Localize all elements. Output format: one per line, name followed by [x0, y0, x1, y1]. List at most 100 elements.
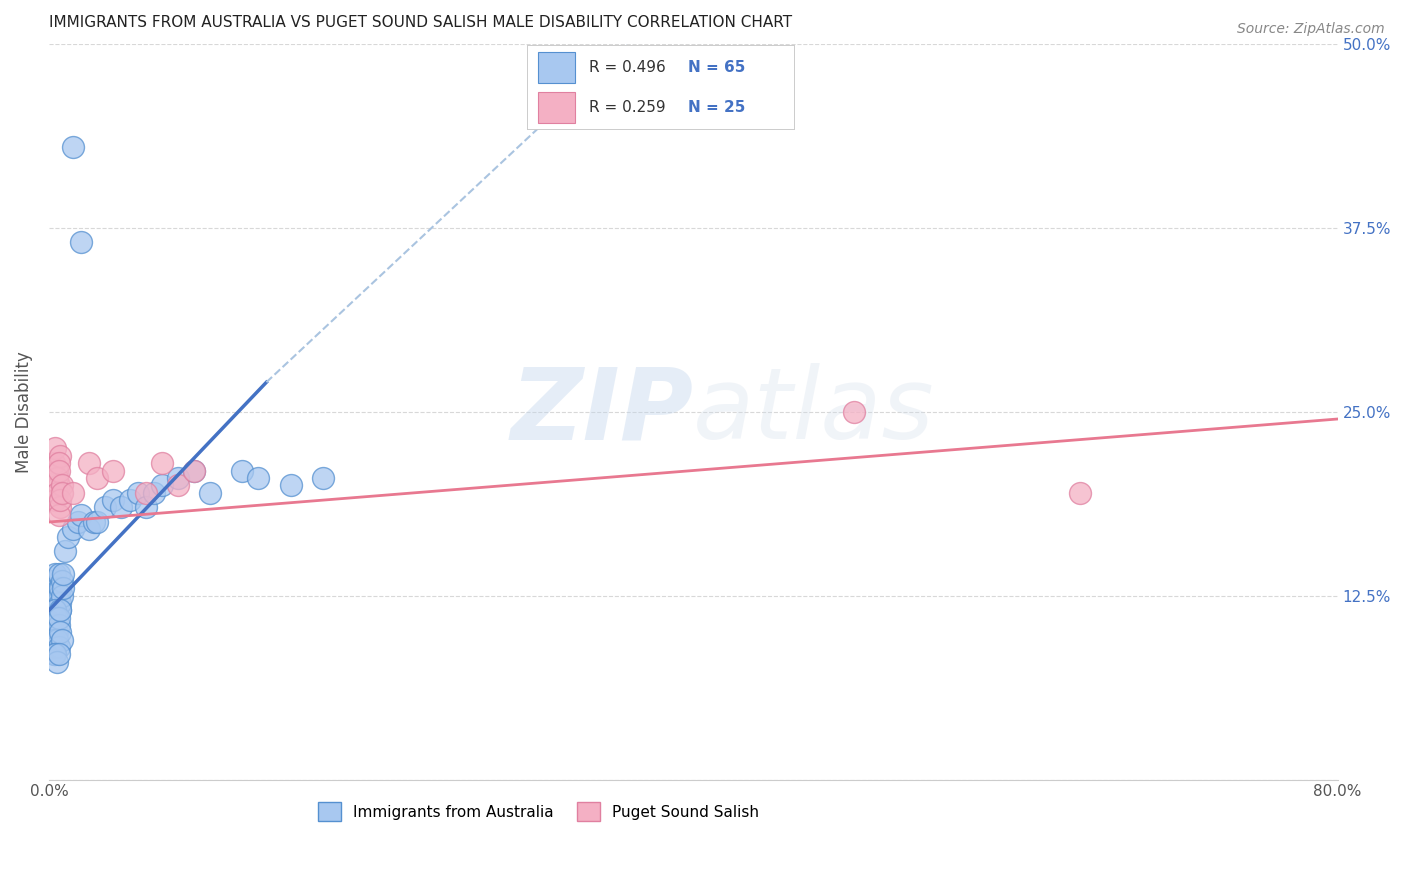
Point	[86, 515, 108, 529]
Point	[42, 632, 65, 647]
Point	[46, 625, 69, 640]
Point	[66, 515, 89, 529]
Point	[52, 581, 75, 595]
Point	[44, 603, 66, 617]
Point	[48, 463, 70, 477]
Point	[62, 485, 84, 500]
Point	[118, 492, 141, 507]
Point	[48, 648, 70, 662]
Point	[44, 640, 66, 654]
Text: N = 25: N = 25	[688, 100, 745, 115]
Point	[110, 500, 132, 515]
Point	[83, 515, 105, 529]
Point	[46, 610, 69, 624]
Point	[44, 603, 66, 617]
Point	[49, 625, 72, 640]
Point	[48, 610, 70, 624]
Point	[1069, 485, 1091, 500]
Point	[103, 492, 125, 507]
Point	[166, 471, 188, 485]
Point	[46, 596, 69, 610]
Point	[103, 463, 125, 477]
Point	[42, 596, 65, 610]
Point	[44, 442, 66, 456]
Point	[42, 456, 65, 470]
Point	[142, 485, 165, 500]
Point	[48, 478, 70, 492]
Point	[46, 589, 69, 603]
Point	[51, 485, 73, 500]
Point	[94, 500, 117, 515]
Point	[70, 235, 93, 250]
Text: N = 65: N = 65	[688, 60, 745, 75]
Point	[49, 603, 72, 617]
Point	[49, 492, 72, 507]
Point	[48, 508, 70, 522]
Point	[44, 492, 66, 507]
Point	[46, 471, 69, 485]
Point	[150, 478, 173, 492]
Point	[41, 618, 63, 632]
Point	[312, 471, 335, 485]
Point	[44, 589, 66, 603]
Point	[51, 589, 73, 603]
Point	[844, 404, 866, 418]
Point	[51, 478, 73, 492]
Bar	[538, 92, 575, 122]
Point	[51, 574, 73, 588]
Point	[48, 589, 70, 603]
Point	[42, 581, 65, 595]
Point	[62, 522, 84, 536]
Point	[77, 522, 100, 536]
Point	[44, 566, 66, 581]
Point	[48, 456, 70, 470]
Point	[77, 456, 100, 470]
Point	[49, 581, 72, 595]
Point	[44, 648, 66, 662]
Legend: Immigrants from Australia, Puget Sound Salish: Immigrants from Australia, Puget Sound S…	[312, 797, 765, 827]
Point	[135, 500, 157, 515]
Point	[127, 485, 149, 500]
Point	[280, 478, 302, 492]
Point	[48, 618, 70, 632]
Point	[48, 581, 70, 595]
Point	[58, 530, 80, 544]
Text: R = 0.259: R = 0.259	[589, 100, 665, 115]
Point	[46, 655, 69, 669]
Point	[247, 471, 270, 485]
Point	[183, 463, 205, 477]
Point	[166, 478, 188, 492]
Text: atlas: atlas	[693, 363, 935, 460]
Point	[46, 603, 69, 617]
Point	[183, 463, 205, 477]
Y-axis label: Male Disability: Male Disability	[15, 351, 32, 473]
Point	[41, 574, 63, 588]
Point	[49, 603, 72, 617]
Point	[46, 632, 69, 647]
Point	[53, 544, 76, 558]
Point	[46, 463, 69, 477]
Point	[46, 485, 69, 500]
Point	[70, 508, 93, 522]
Point	[44, 618, 66, 632]
Point	[49, 449, 72, 463]
Point	[46, 581, 69, 595]
Point	[49, 596, 72, 610]
Bar	[538, 53, 575, 83]
Text: IMMIGRANTS FROM AUSTRALIA VS PUGET SOUND SALISH MALE DISABILITY CORRELATION CHAR: IMMIGRANTS FROM AUSTRALIA VS PUGET SOUND…	[49, 15, 792, 30]
Point	[231, 463, 253, 477]
Point	[42, 625, 65, 640]
Point	[48, 566, 70, 581]
Text: R = 0.496: R = 0.496	[589, 60, 665, 75]
Point	[86, 471, 108, 485]
Point	[48, 640, 70, 654]
Point	[52, 566, 75, 581]
Text: Source: ZipAtlas.com: Source: ZipAtlas.com	[1237, 22, 1385, 37]
Point	[42, 648, 65, 662]
Point	[198, 485, 221, 500]
Point	[42, 610, 65, 624]
Point	[49, 500, 72, 515]
Point	[150, 456, 173, 470]
Point	[62, 139, 84, 153]
Point	[51, 632, 73, 647]
